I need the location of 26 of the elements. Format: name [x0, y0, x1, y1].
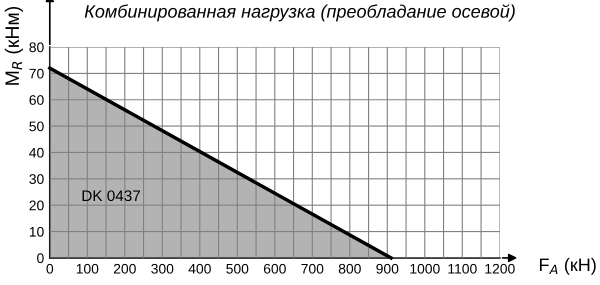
y-tick-label: 10 — [30, 226, 44, 237]
x-tick-label: 900 — [376, 264, 398, 274]
y-tick-label: 50 — [29, 121, 44, 132]
x-tick-label: 1100 — [448, 264, 477, 274]
y-tick-label: 0 — [37, 253, 44, 264]
y-tick-label: 60 — [30, 95, 44, 105]
y-tick-label: 80 — [29, 42, 44, 52]
x-tick-label: 600 — [264, 264, 286, 274]
x-tick-label: 100 — [76, 264, 98, 274]
y-tick-label: 70 — [30, 68, 44, 79]
y-tick-label: 20 — [29, 200, 44, 210]
x-tick-label: 500 — [226, 264, 248, 274]
x-tick-label: 200 — [114, 264, 136, 274]
x-tick-label: 1200 — [485, 264, 515, 274]
x-tick-label: 1000 — [410, 264, 440, 274]
x-tick-label: 700 — [301, 264, 324, 274]
x-tick-label: 0 — [46, 264, 54, 274]
chart-title: Комбинированная нагрузка (преобладание осевой) — [84, 4, 515, 22]
y-tick-label: 30 — [29, 174, 44, 184]
series-label: DK 0437 — [82, 190, 140, 202]
x-tick-label: 300 — [151, 264, 174, 274]
x-axis-title: F$_{A}$ (кН) — [540, 258, 596, 275]
y-axis-title: M$_{R}$ (кНм) — [4, 6, 23, 85]
x-tick-label: 400 — [188, 264, 211, 274]
y-tick-label: 40 — [29, 148, 44, 158]
x-tick-label: 800 — [338, 264, 361, 274]
